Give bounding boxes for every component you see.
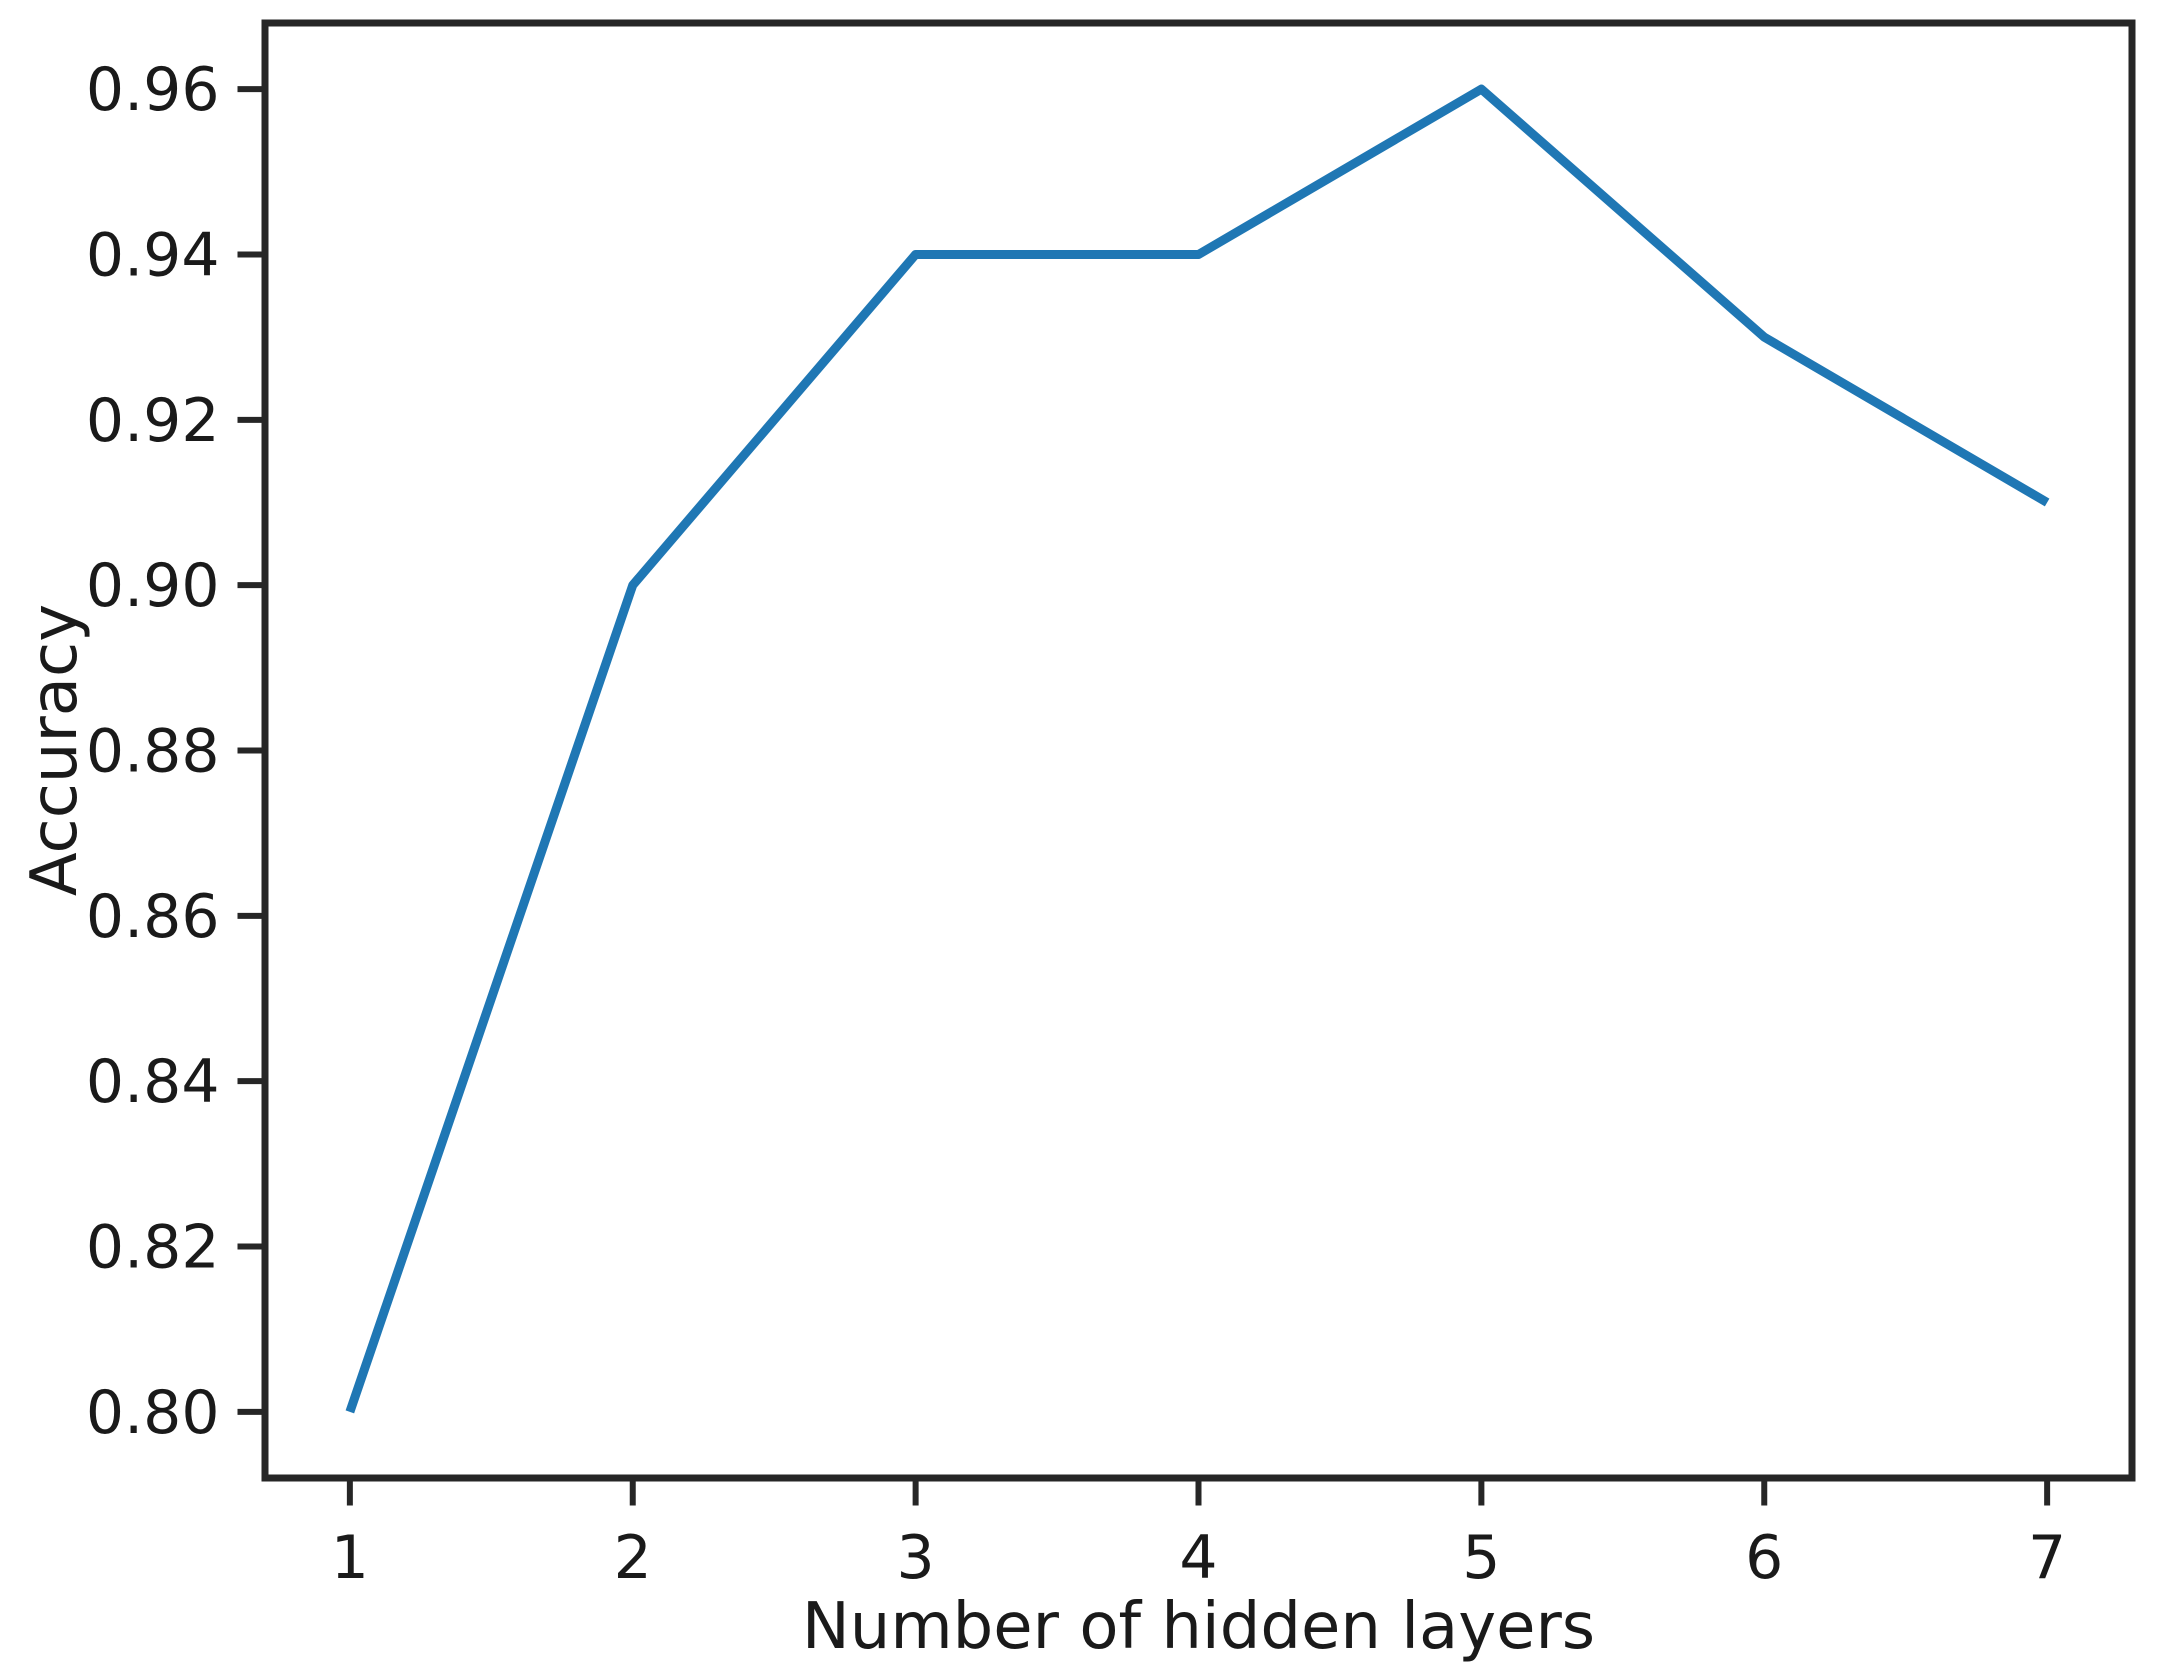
- x-axis-label: Number of hidden layers: [801, 1590, 1596, 1664]
- y-tick-label: 0.90: [86, 551, 220, 621]
- y-tick-label: 0.86: [86, 882, 220, 952]
- plot-spines: [261, 19, 2136, 1482]
- y-tick-label: 0.96: [86, 55, 220, 125]
- y-tick-label: 0.94: [86, 220, 220, 290]
- x-tick-label: 6: [1745, 1523, 1783, 1593]
- x-tick-label: 3: [897, 1523, 935, 1593]
- accuracy-line: [345, 84, 2050, 1414]
- x-tick-label: 2: [614, 1523, 652, 1593]
- y-tick-label: 0.88: [86, 717, 220, 787]
- y-tick-label: 0.92: [86, 386, 220, 456]
- y-tick-label: 0.80: [86, 1378, 220, 1448]
- x-tick-label: 5: [1462, 1523, 1500, 1593]
- x-tick-label: 7: [2028, 1523, 2066, 1593]
- x-tick-label: 4: [1179, 1523, 1217, 1593]
- y-tick-label: 0.82: [86, 1213, 220, 1283]
- y-tick-label: 0.84: [86, 1047, 220, 1117]
- y-axis-label: Accuracy: [17, 603, 92, 897]
- x-tick-label: 1: [331, 1523, 369, 1593]
